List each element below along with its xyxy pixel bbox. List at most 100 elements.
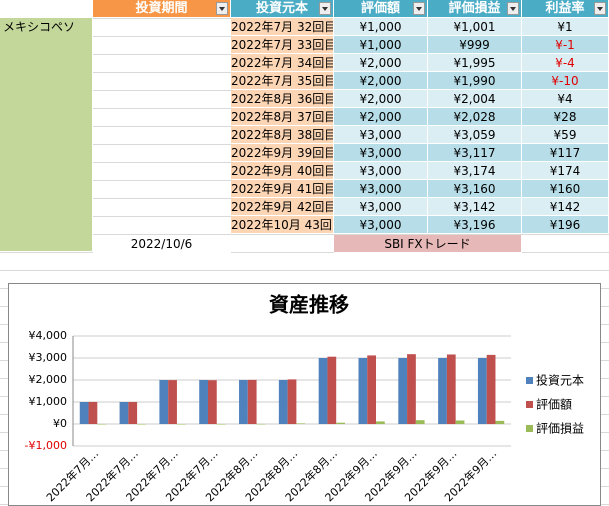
column-header: 投資元本	[231, 0, 334, 18]
table-cell: ¥2,028	[428, 108, 522, 126]
bar	[199, 380, 208, 424]
table-cell: 2022年9月 40回目	[231, 162, 334, 180]
bar	[137, 424, 146, 425]
y-tick-label: -¥1,000	[25, 439, 67, 452]
bar	[128, 402, 138, 424]
chart-title: 資産推移	[269, 293, 349, 317]
y-tick-label: ¥0	[53, 417, 67, 430]
bar	[97, 423, 107, 425]
legend-label: 評価損益	[536, 421, 584, 436]
table-cell: 2022年7月 33回目	[231, 36, 334, 54]
bar	[438, 358, 447, 424]
filter-button[interactable]	[507, 2, 519, 15]
bar	[88, 401, 98, 424]
table-cell: 2022年7月 35回目	[231, 72, 334, 90]
table-cell: ¥196	[522, 216, 609, 234]
bar	[336, 422, 345, 424]
bar	[376, 421, 385, 424]
table-cell: ¥1,995	[428, 54, 522, 72]
column-header: 投資期間	[93, 0, 231, 18]
bar	[256, 423, 266, 425]
table-cell: ¥4	[522, 90, 609, 108]
table-cell: ¥3,142	[428, 198, 522, 216]
bar	[455, 420, 465, 424]
table-cell: 2022年10月 43回目	[231, 216, 334, 234]
table-cell: ¥59	[522, 126, 609, 144]
table-cell: ¥2,000	[334, 90, 428, 108]
table-cell: ¥1	[522, 18, 609, 36]
bar	[79, 402, 89, 424]
table-cell: ¥1,001	[428, 18, 522, 36]
blank-cell	[0, 0, 93, 18]
table-cell: 2022年8月 38回目	[231, 126, 334, 144]
table-cell: ¥3,000	[334, 216, 428, 234]
bar	[287, 379, 297, 424]
table-cell: 2022年9月 41回目	[231, 180, 334, 198]
filter-button[interactable]	[216, 2, 228, 15]
bar	[176, 424, 186, 425]
table-cell: 2022年9月 42回目	[231, 198, 334, 216]
bar	[446, 354, 456, 424]
column-header: 評価額	[334, 0, 428, 18]
table-cell: 2022年8月 37回目	[231, 108, 334, 126]
table-cell: ¥-10	[522, 72, 609, 90]
y-tick-label: ¥3,000	[29, 351, 68, 364]
filter-button[interactable]	[413, 2, 425, 15]
table-cell: ¥2,000	[334, 54, 428, 72]
bar	[247, 379, 257, 424]
filter-button[interactable]	[594, 2, 606, 15]
y-tick-label: ¥4,000	[29, 329, 68, 342]
y-tick-label: ¥2,000	[29, 373, 68, 386]
table-cell: ¥117	[522, 144, 609, 162]
table-cell: ¥3,000	[334, 162, 428, 180]
bar	[495, 420, 505, 424]
bar	[296, 423, 306, 424]
table-cell: ¥142	[522, 198, 609, 216]
row-group-label: メキシコペソ	[0, 18, 93, 252]
table-cell: ¥2,004	[428, 90, 522, 108]
bar	[398, 358, 408, 424]
table-cell: ¥160	[522, 180, 609, 198]
broker-cell: SBI FXトレード	[334, 235, 522, 253]
table-cell: ¥174	[522, 162, 609, 180]
legend-swatch	[526, 401, 533, 408]
bar	[327, 356, 337, 424]
table-cell: ¥3,059	[428, 126, 522, 144]
date-cell: 2022/10/6	[93, 235, 231, 253]
bar	[207, 380, 217, 424]
table-cell: ¥2,000	[334, 72, 428, 90]
table-cell: 2022年7月 34回目	[231, 54, 334, 72]
filter-button[interactable]	[319, 2, 331, 15]
bar	[119, 402, 129, 424]
table-cell: ¥3,174	[428, 162, 522, 180]
table-cell: 2022年8月 36回目	[231, 90, 334, 108]
table-cell: ¥1,000	[334, 18, 428, 36]
table-cell: ¥3,160	[428, 180, 522, 198]
table-cell: ¥3,000	[334, 126, 428, 144]
table-cell: ¥2,000	[334, 108, 428, 126]
legend-label: 評価額	[536, 397, 572, 412]
bar	[159, 380, 169, 424]
chart: 資産推移 -¥1,000¥0¥1,000¥2,000¥3,000¥4,00020…	[8, 283, 601, 506]
table-cell: ¥3,117	[428, 144, 522, 162]
bar	[415, 420, 425, 424]
legend-swatch	[526, 377, 533, 384]
table-cell: ¥999	[428, 36, 522, 54]
bar	[278, 380, 288, 424]
table-cell: ¥3,000	[334, 180, 428, 198]
table-cell: ¥-1	[522, 36, 609, 54]
legend-label: 投資元本	[536, 373, 584, 388]
column-header: 利益率	[522, 0, 609, 18]
table-cell: ¥-4	[522, 54, 609, 72]
table-cell: ¥3,000	[334, 144, 428, 162]
table-cell: ¥1,990	[428, 72, 522, 90]
bar	[477, 358, 487, 424]
bar	[367, 355, 377, 424]
bar	[407, 354, 416, 424]
table-cell: 2022年9月 39回目	[231, 144, 334, 162]
bar	[216, 424, 226, 425]
bar	[486, 354, 496, 424]
bar	[318, 358, 328, 424]
bar	[358, 358, 368, 424]
